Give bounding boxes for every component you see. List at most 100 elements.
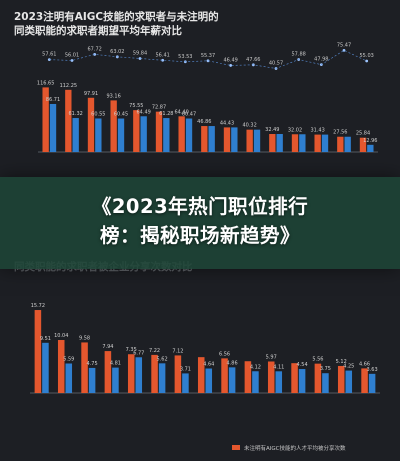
bar-label-a: 10.04 <box>54 333 68 339</box>
bar-series-b <box>117 118 125 152</box>
bar-series-a <box>34 310 42 393</box>
bar-label-b: 60.55 <box>91 111 105 117</box>
bar-label-a: 27.56 <box>333 130 347 136</box>
bar-label-b: 4.81 <box>110 361 121 367</box>
bar-series-b <box>344 136 351 152</box>
bar-label-a: 40.32 <box>242 123 256 129</box>
bar-label-a: 25.84 <box>356 131 370 137</box>
line-label: 53.53 <box>178 54 192 60</box>
salary-chart-title-line1: 2023注明有AIGC技能的求职者与未注明的 <box>14 11 219 23</box>
bar-label-b: 64.49 <box>137 109 151 115</box>
line-label: 47.98 <box>314 57 328 63</box>
bar-label-a: 46.86 <box>197 119 211 125</box>
bar-label-b: 4.54 <box>297 362 308 368</box>
salary-chart-title-line2: 同类职能的求职者期望平均年薪对比 <box>14 25 182 37</box>
legend-swatch <box>232 445 240 450</box>
bar-series-a <box>201 126 208 152</box>
bar-label-b: 9.51 <box>40 336 51 342</box>
bar-label-b: 4.25 <box>343 364 354 370</box>
bar-series-b <box>208 126 215 152</box>
bar-series-b <box>275 371 283 393</box>
bar-series-a <box>133 110 140 152</box>
bar-series-a <box>127 354 135 393</box>
line-label: 57.88 <box>292 52 306 58</box>
bar-series-a <box>81 342 88 393</box>
bar-series-b <box>65 363 73 393</box>
line-series <box>49 50 367 69</box>
bar-label-b: 86.71 <box>46 97 60 103</box>
bar-series-a <box>197 357 205 393</box>
legend-label: 未注明有AIGC技能的人才平均被分享次数 <box>244 444 346 452</box>
line-label: 56.41 <box>156 52 170 58</box>
bar-label-b: 6.77 <box>133 350 144 356</box>
bar-series-b <box>321 134 329 152</box>
bar-series-a <box>269 134 276 152</box>
bar-label-b: 4.64 <box>203 362 214 368</box>
headline-text: 《2023年热门职位排行 榜：揭秘职场新趋势》 <box>0 192 400 250</box>
bar-series-a <box>65 89 72 152</box>
bar-label-a: 72.87 <box>152 105 166 111</box>
bar-series-a <box>42 87 49 152</box>
share-chart-svg: 15.729.51 10.045.599.584.757.944.817.356.… <box>30 303 380 452</box>
bar-label-a: 5.12 <box>336 359 347 365</box>
line-label: 67.72 <box>88 46 102 52</box>
bar-series-b <box>252 371 259 393</box>
bar-series-a <box>221 358 228 393</box>
line-point <box>342 48 346 52</box>
line-point <box>138 57 142 60</box>
line-label: 56.01 <box>65 52 79 58</box>
line-point <box>229 64 233 67</box>
line-label: 47.66 <box>246 57 260 63</box>
bar-label-b: 4.11 <box>273 364 284 370</box>
bar-series-a <box>314 363 322 393</box>
bar-series-a <box>359 137 367 152</box>
line-label: 75.47 <box>337 42 351 48</box>
bar-label-a: 15.72 <box>31 303 45 309</box>
bar-label-a: 32.02 <box>288 127 302 133</box>
bar-series-a <box>151 354 158 393</box>
bar-series-a <box>174 355 182 393</box>
bar-series-a <box>314 134 321 152</box>
bar-series-a <box>337 136 344 152</box>
bar-series-b <box>228 367 236 393</box>
bar-label-b: 60.47 <box>182 112 196 118</box>
bar-label-a: 7.94 <box>102 344 113 350</box>
bar-series-a <box>291 134 299 152</box>
bar-label-a: 44.43 <box>220 120 234 126</box>
bar-series-b <box>49 103 57 152</box>
line-point <box>47 58 51 62</box>
bar-label-a: 7.35 <box>126 347 137 353</box>
bar-series-a <box>57 340 65 393</box>
line-label: 63.02 <box>110 49 124 55</box>
bar-label-b: 61.32 <box>69 111 83 117</box>
bar-label-b: 4.75 <box>87 361 98 367</box>
bar-label-a: 32.49 <box>265 127 279 133</box>
bar-series-b <box>298 369 306 393</box>
line-point <box>161 58 165 62</box>
bar-series-a <box>244 361 252 393</box>
bar-series-b <box>140 116 147 152</box>
bar-label-a: 31.43 <box>310 128 324 134</box>
line-label: 57.61 <box>42 52 56 58</box>
bar-series-a <box>178 116 185 152</box>
bar-label-a: 5.56 <box>312 357 323 363</box>
bar-label-a: 5.97 <box>266 354 277 360</box>
bar-series-a <box>104 351 112 393</box>
bar-label-a: 64.40 <box>174 109 188 115</box>
line-point <box>93 52 97 56</box>
bar-series-b <box>182 373 189 393</box>
bar-label-a: 75.55 <box>129 103 143 109</box>
bar-label-b: 5.62 <box>157 356 168 362</box>
bar-series-a <box>155 111 163 152</box>
bar-series-b <box>345 370 353 393</box>
bar-label-b: 4.12 <box>250 364 261 370</box>
bar-label-b: 60.45 <box>114 112 128 118</box>
bar-series-b <box>163 118 170 152</box>
bar-series-a <box>361 368 368 393</box>
line-label: 55.37 <box>201 53 215 59</box>
bar-label-b: 3.71 <box>180 366 191 372</box>
bar-label-a: 7.22 <box>149 348 160 354</box>
bar-series-b <box>367 144 374 152</box>
bar-label-a: 4.66 <box>359 361 370 367</box>
bar-series-b <box>42 342 49 393</box>
